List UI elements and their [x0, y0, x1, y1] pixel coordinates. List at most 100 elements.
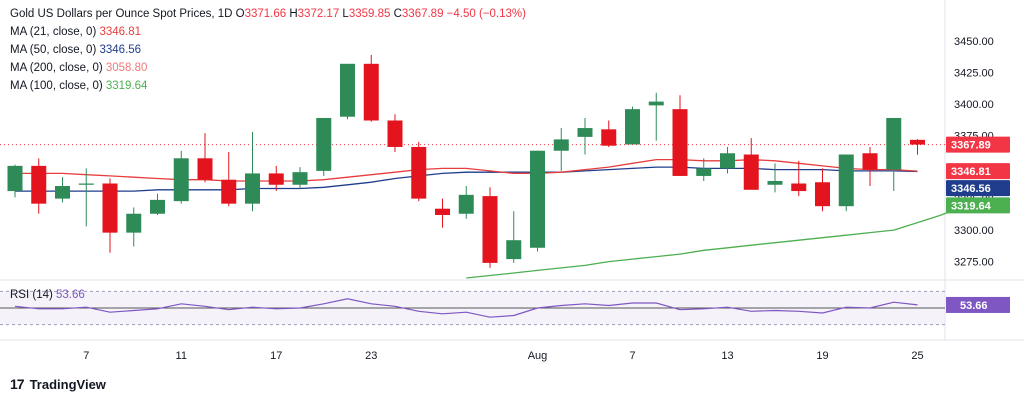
candle — [340, 63, 355, 120]
ma50-line — [15, 166, 918, 192]
title-text: Gold US Dollars per Ounce Spot Prices, 1… — [10, 8, 236, 20]
candle — [411, 141, 427, 202]
price-tick-label: 3400.00 — [954, 99, 994, 111]
candle — [126, 207, 142, 247]
candle-body — [292, 172, 308, 185]
tradingview-logo-icon: 17 — [10, 376, 25, 392]
rsi-panel: RSI (14) 53.66 53.66 — [0, 289, 1010, 326]
candle — [482, 187, 498, 268]
low-value: 3359.85 — [349, 8, 394, 20]
candle — [268, 165, 284, 192]
candle-body — [411, 146, 427, 199]
candle-body — [553, 139, 569, 151]
high-label: H — [289, 8, 297, 20]
price-tick-label: 3450.00 — [954, 36, 994, 48]
price-axis: 3450.003425.003400.003375.003350.003325.… — [946, 36, 1010, 269]
rsi-legend-label: RSI (14) — [10, 289, 56, 301]
price-badge-label: 3346.81 — [951, 166, 991, 178]
time-tick-label: 25 — [911, 350, 923, 362]
time-axis: 7 11 17 23 Aug 7 13 19 25 — [83, 350, 923, 362]
candle — [625, 106, 640, 145]
candle-body — [886, 117, 902, 170]
rsi-line — [14, 298, 918, 318]
candle-body — [838, 154, 854, 207]
candle-body — [672, 109, 688, 176]
rsi-legend: RSI (14) 53.66 — [10, 289, 85, 301]
candle-body — [173, 158, 189, 202]
close-label: C — [394, 8, 402, 20]
candle — [245, 131, 260, 212]
high-value: 3372.17 — [298, 8, 343, 20]
candle-body — [221, 179, 237, 204]
candle — [910, 139, 925, 155]
rsi-badge: 53.66 — [946, 296, 1010, 313]
price-badge-bg — [946, 163, 1010, 180]
candle — [577, 117, 593, 155]
candle — [553, 128, 569, 171]
candle — [696, 158, 712, 181]
open-label: O — [236, 8, 245, 20]
candle-body — [102, 183, 118, 233]
time-tick-label: 13 — [721, 350, 733, 362]
price-badge-label: 3346.56 — [951, 183, 991, 195]
candle-body — [340, 63, 355, 117]
price-badge-label: 3319.64 — [951, 200, 992, 212]
price-badge: 3346.81 — [946, 163, 1010, 180]
candle-body — [7, 165, 23, 192]
candle — [458, 186, 474, 219]
price-tick-label: 3300.00 — [954, 225, 994, 237]
price-badge-bg — [946, 180, 1010, 197]
open-value: 3371.66 — [245, 8, 290, 20]
brand-name: TradingView — [29, 376, 106, 392]
candle-body — [530, 150, 545, 248]
time-tick-label: 19 — [816, 350, 828, 362]
candle — [767, 163, 783, 193]
ma-legend-label: MA (50, close, 0) — [10, 44, 99, 56]
candle — [862, 146, 878, 187]
candle-body — [791, 183, 807, 192]
candle-body — [577, 128, 593, 137]
ma-legend-label: MA (200, close, 0) — [10, 62, 106, 74]
change-value: −4.50 (−0.13%) — [447, 8, 526, 20]
candle-body — [696, 168, 712, 176]
candle — [387, 114, 403, 152]
candle-body — [31, 165, 47, 204]
candle — [316, 117, 332, 176]
candle — [672, 95, 688, 176]
time-tick-label: 11 — [176, 350, 187, 362]
price-tick-label: 3425.00 — [954, 68, 994, 80]
ma-legend-value: 3346.56 — [99, 44, 141, 56]
ma21-line — [15, 158, 918, 182]
candle-body — [245, 173, 260, 204]
candle — [530, 150, 545, 252]
candles — [7, 54, 925, 268]
ma-legend-row: MA (100, close, 0) 3319.64 — [10, 80, 148, 92]
candle — [363, 54, 379, 122]
candle-body — [743, 154, 759, 190]
candle — [435, 198, 450, 228]
candle-body — [625, 109, 640, 145]
ma100-line — [466, 204, 966, 279]
candle-body — [197, 158, 213, 180]
candle-body — [601, 129, 617, 146]
ma-legend-label: MA (100, close, 0) — [10, 80, 106, 92]
candle-body — [910, 139, 925, 145]
price-badge-label: 3367.89 — [951, 140, 991, 152]
price-badge: 3367.89 — [946, 136, 1010, 153]
candle-body — [482, 196, 498, 263]
candle — [173, 150, 189, 204]
candle — [506, 211, 522, 263]
candle-body — [458, 194, 474, 214]
candle-body — [316, 117, 332, 171]
tradingview-brand: 17 TradingView — [10, 376, 106, 392]
candle — [815, 168, 830, 212]
time-tick-label: Aug — [528, 350, 548, 362]
candle-body — [78, 183, 94, 185]
candle — [221, 152, 237, 207]
candle — [791, 160, 807, 197]
candle-body — [55, 186, 70, 199]
price-badge: 3346.56 — [946, 180, 1010, 197]
candle-body — [387, 120, 403, 147]
rsi-badge-bg — [946, 296, 1010, 313]
